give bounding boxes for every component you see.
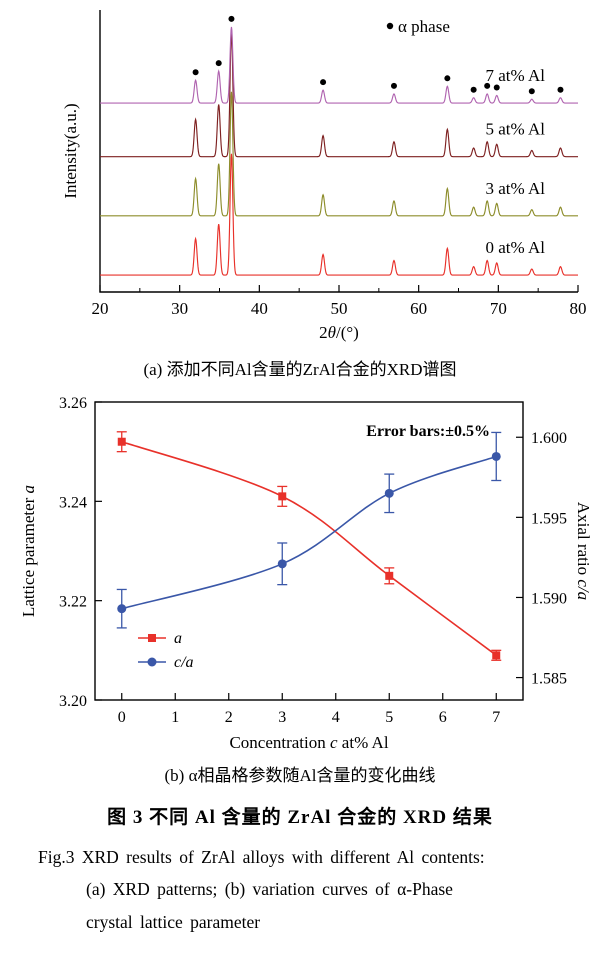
y-left-tick-label: 3.20 [59, 693, 87, 710]
figure-caption-en-line3: crystal lattice parameter [86, 911, 261, 932]
legend-marker-circle [147, 657, 157, 667]
subcaption-b: (b) α相晶格参数随Al含量的变化曲线 [164, 766, 436, 785]
legend-label-0: a [174, 630, 182, 647]
alpha-phase-legend-dot [386, 22, 394, 30]
x-tick-label: 50 [331, 299, 348, 318]
series-label-3: 7 at% Al [486, 66, 546, 85]
series-curve-1 [121, 455, 497, 610]
series-label-1: 3 at% Al [486, 179, 546, 198]
x-tick-label: 60 [410, 299, 427, 318]
xrd-trace-2 [100, 32, 578, 158]
alpha-phase-dot [470, 86, 477, 93]
figure-caption-en-line1: Fig.3 XRD results of ZrAl alloys with di… [38, 847, 485, 867]
x-tick-label: 30 [171, 299, 188, 318]
alpha-phase-dot [192, 69, 199, 76]
x-tick-label: 7 [492, 709, 500, 726]
x-tick-label: 3 [278, 709, 286, 726]
legend-marker-square [148, 634, 156, 642]
data-point-square [117, 437, 126, 446]
series-curve-0 [121, 440, 497, 656]
xrd-pattern-chart: 20 30 40 50 60 70 80 Intensity(a.u.) 2θ/(°) 0 at%… [61, 10, 587, 342]
xrd-trace-0 [100, 153, 578, 276]
y-right-tick-label: 1.590 [531, 590, 567, 607]
y-right-tick-label: 1.585 [531, 671, 567, 688]
alpha-phase-dot [557, 86, 564, 93]
alpha-phase-dot [215, 60, 222, 67]
xrd-trace-3 [100, 26, 578, 104]
x-tick-label: 20 [92, 299, 109, 318]
alpha-phase-dot [444, 75, 451, 82]
x-tick-label: 80 [570, 299, 587, 318]
x-tick-label: 4 [332, 709, 340, 726]
data-point-circle [117, 604, 127, 614]
y-left-tick-label: 3.26 [59, 395, 87, 412]
data-point-circle [384, 488, 394, 498]
figure-caption-en-line2: (a) XRD patterns; (b) variation curves o… [86, 879, 453, 900]
x-tick-label: 70 [490, 299, 507, 318]
alpha-phase-dot [228, 15, 235, 22]
y-right-tick-label: 1.600 [531, 430, 567, 447]
series-label-0: 0 at% Al [486, 238, 546, 257]
lattice-parameter-chart: 3.20 3.22 3.24 3.26 1.585 1.590 1.595 1.600 0 1 2 3… [19, 395, 593, 752]
x-tick-label: 1 [171, 709, 179, 726]
data-point-circle [491, 451, 501, 461]
y-axis-label: Intensity(a.u.) [61, 103, 80, 198]
plot-frame [94, 401, 524, 701]
alpha-phase-dot [390, 82, 397, 89]
y-right-tick-label: 1.595 [531, 510, 567, 527]
alpha-phase-dot [320, 79, 327, 86]
x-axis-label: Concentration c at% Al [229, 733, 388, 752]
xrd-trace-1 [100, 91, 578, 217]
error-bars-annotation: Error bars:±0.5% [366, 423, 490, 440]
x-tick-label: 5 [385, 709, 393, 726]
x-axis-label: 2θ/(°) [319, 323, 359, 342]
y-left-tick-label: 3.22 [59, 594, 87, 611]
data-point-square [278, 492, 287, 501]
subcaption-a: (a) 添加不同Al含量的ZrAl合金的XRD谱图 [143, 360, 457, 379]
data-point-square [385, 571, 394, 580]
series-label-2: 5 at% Al [486, 120, 546, 139]
x-tick-label: 40 [251, 299, 268, 318]
x-tick-label: 0 [118, 709, 126, 726]
figure-caption-cn: 图 3 不同 Al 含量的 ZrAl 合金的 XRD 结果 [107, 807, 493, 828]
y-left-tick-label: 3.24 [59, 494, 87, 511]
y-right-axis-label: Axial ratio c/a [574, 502, 593, 600]
legend-label-1: c/a [174, 654, 194, 671]
data-point-square [492, 651, 501, 660]
x-tick-label: 2 [225, 709, 233, 726]
y-left-axis-label: Lattice parameter a [19, 485, 38, 617]
data-point-circle [277, 559, 287, 569]
alpha-phase-legend-label: α phase [398, 17, 450, 36]
alpha-phase-dot [528, 88, 535, 95]
alpha-phase-dot [484, 82, 491, 89]
figure-3: 20 30 40 50 60 70 80 Intensity(a.u.) 2θ/(°) 0 at%… [0, 10, 600, 938]
x-tick-label: 6 [439, 709, 447, 726]
alpha-phase-dot [493, 84, 500, 91]
figure-caption-en: Fig.3 XRD results of ZrAl alloys with di… [0, 841, 600, 938]
